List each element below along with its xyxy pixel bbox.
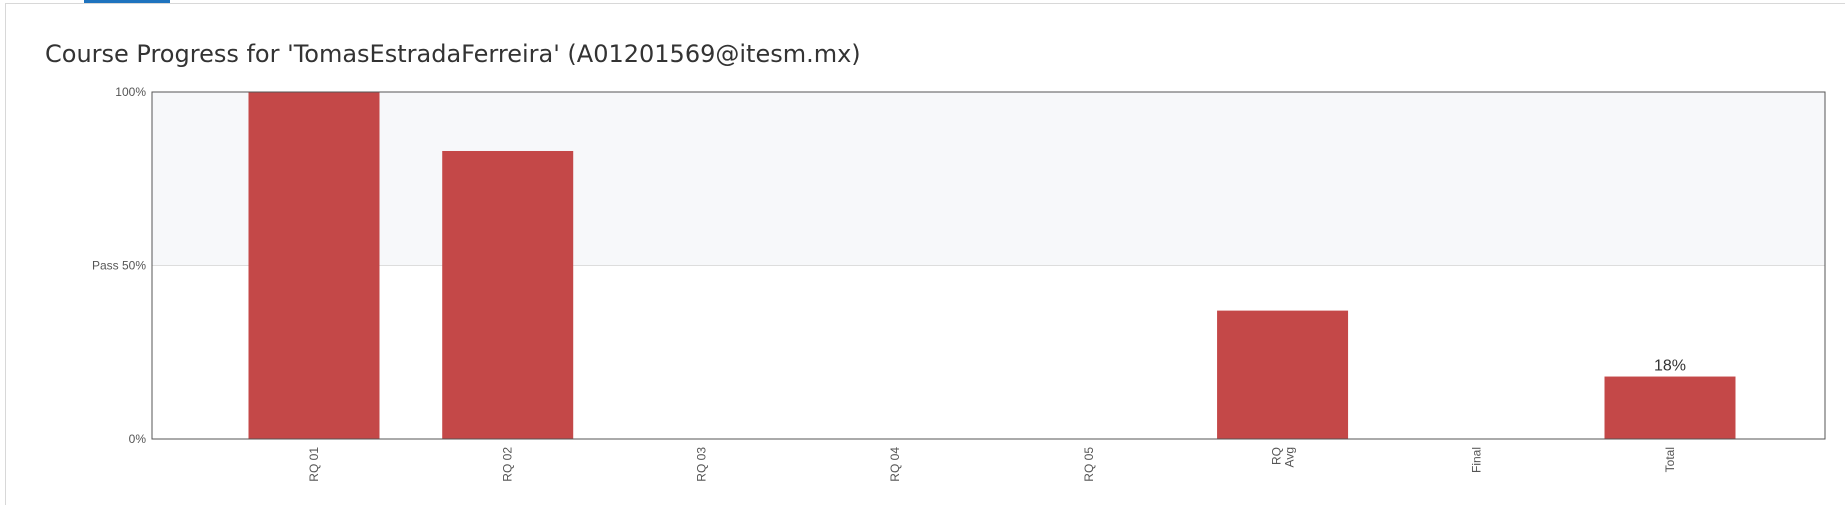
progress-panel	[5, 3, 1845, 505]
x-tick-label: RQAvg	[1270, 447, 1297, 467]
x-tick-label: RQ 01	[307, 447, 321, 482]
x-tick-label: Total	[1663, 447, 1677, 472]
page-title: Course Progress for 'TomasEstradaFerreir…	[45, 40, 861, 68]
data-label: 18%	[1654, 358, 1686, 375]
bar-rq-01	[248, 92, 380, 439]
x-tick-label: RQ 03	[694, 447, 708, 482]
bar-total	[1604, 376, 1736, 439]
active-tab-indicator	[84, 0, 170, 4]
y-tick-label: 0%	[129, 432, 147, 446]
y-tick-label: 100%	[115, 85, 146, 99]
x-tick-label: Final	[1469, 447, 1483, 473]
x-tick-label: RQ 05	[1082, 447, 1096, 482]
plot-frame	[151, 91, 1826, 440]
bar-rq-02	[442, 150, 574, 440]
x-tick-label: RQ 04	[888, 447, 902, 482]
x-tick-label: RQ 02	[501, 447, 515, 482]
bar-rq-avg	[1217, 310, 1349, 439]
pass-region	[152, 92, 1825, 266]
y-tick-label: Pass 50%	[92, 259, 146, 273]
